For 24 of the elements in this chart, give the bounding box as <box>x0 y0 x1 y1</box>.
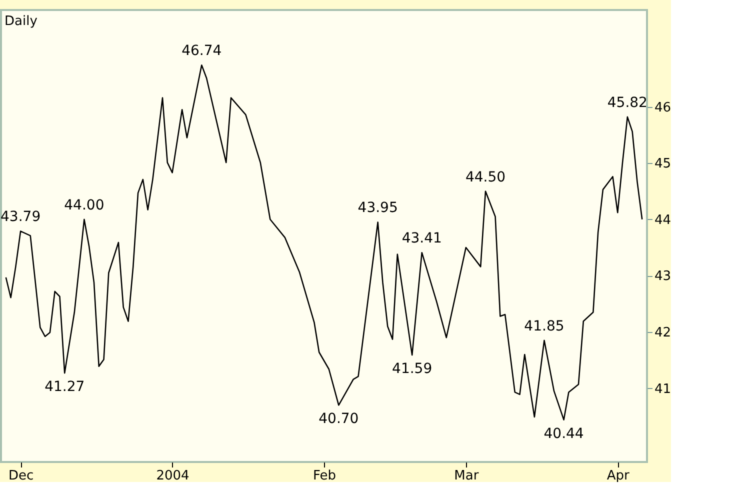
x-tick-label: Dec <box>8 468 34 484</box>
y-tick-label: 43 <box>654 269 672 284</box>
y-tick-label: 46 <box>654 100 672 116</box>
y-tick-label: 44 <box>654 212 672 228</box>
x-tick-label: Apr <box>606 468 630 484</box>
annotation: 40.70 <box>318 411 359 428</box>
annotation: 44.00 <box>64 197 104 214</box>
annotation: 40.44 <box>544 426 584 442</box>
x-tick-label: 2004 <box>156 468 190 484</box>
annotation: 45.82 <box>607 94 648 111</box>
annotation: 43.95 <box>358 200 398 216</box>
annotation: 41.85 <box>524 318 564 334</box>
annotation: 41.27 <box>44 379 85 396</box>
x-tick-label: Feb <box>312 468 336 484</box>
annotation: 46.74 <box>182 43 222 60</box>
annotation: 41.59 <box>392 361 432 378</box>
chart-title: Daily <box>4 14 38 29</box>
annotation: 43.41 <box>402 230 442 247</box>
y-tick-label: 42 <box>654 325 672 340</box>
x-tick-label: Mar <box>454 468 480 484</box>
annotation: 44.50 <box>465 169 506 186</box>
y-tick-label: 45 <box>654 156 672 172</box>
annotation: 43.79 <box>0 209 41 226</box>
y-tick-label: 41 <box>654 382 672 397</box>
